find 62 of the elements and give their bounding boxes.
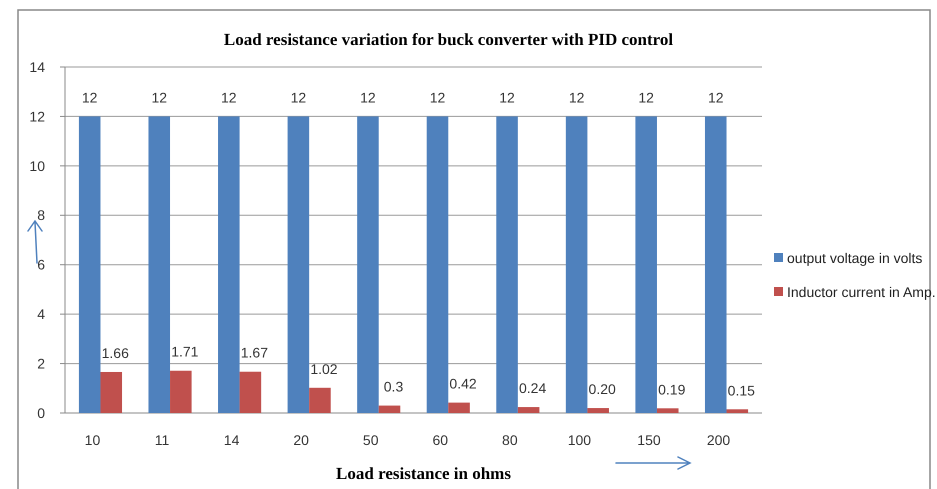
x-tick-label: 50 [362, 432, 379, 448]
bar [496, 116, 518, 413]
bar [726, 409, 748, 413]
bar [240, 372, 262, 413]
chart-title: Load resistance variation for buck converter with PID control [224, 30, 674, 49]
bar [448, 402, 470, 413]
data-label: 1.02 [310, 360, 338, 377]
data-label: 12 [151, 89, 168, 106]
x-tick-label: 11 [154, 432, 170, 448]
y-tick-label: 0 [37, 404, 46, 421]
bar [288, 116, 310, 413]
data-label: 0.15 [728, 382, 756, 398]
x-tick-label: 60 [432, 432, 448, 448]
data-label: 0.24 [519, 380, 546, 396]
bar [635, 116, 657, 413]
x-tick-label: 14 [224, 432, 240, 448]
bar [218, 116, 240, 413]
x-axis-title: Load resistance in ohms [336, 464, 512, 483]
y-tick-label: 4 [37, 306, 46, 322]
y-tick-label: 6 [37, 256, 46, 273]
y-tick-label: 12 [29, 108, 46, 124]
data-label: 12 [499, 89, 516, 106]
bar [656, 408, 679, 413]
x-tick-label: 150 [637, 432, 661, 448]
x-tick-label: 80 [502, 432, 518, 448]
bar [518, 407, 540, 413]
legend-label: Inductor current in Amp. [787, 284, 936, 300]
bar [378, 406, 400, 413]
data-label: 12 [221, 89, 237, 106]
data-label: 12 [360, 89, 376, 106]
data-label: 12 [708, 89, 724, 106]
data-label: 12 [430, 89, 446, 106]
bar [148, 116, 170, 413]
bar [566, 116, 588, 413]
y-tick-label: 8 [37, 207, 46, 224]
data-label: 12 [638, 89, 654, 106]
data-label: 1.67 [240, 344, 268, 361]
data-label: 1.66 [102, 344, 130, 361]
data-label: 12 [82, 89, 98, 106]
y-tick-label: 14 [29, 58, 46, 75]
legend-label: output voltage in volts [787, 250, 922, 266]
bar [426, 116, 448, 413]
y-tick-label: 2 [37, 355, 46, 372]
bar [170, 370, 192, 413]
bar [704, 116, 727, 413]
x-tick-label: 20 [293, 432, 310, 448]
y-tick-label: 10 [29, 158, 46, 174]
bar [357, 116, 379, 413]
data-label: 0.19 [658, 381, 686, 398]
data-label: 12 [568, 89, 585, 106]
data-label: 0.42 [449, 376, 477, 392]
x-tick-label: 100 [568, 432, 592, 448]
bar [309, 388, 331, 413]
data-label: 1.71 [171, 344, 199, 360]
bar [587, 408, 609, 413]
x-tick-label: 10 [84, 432, 100, 448]
data-label: 0.20 [588, 381, 616, 398]
data-label: 12 [290, 89, 306, 106]
bar [78, 116, 100, 413]
data-label: 0.3 [384, 378, 404, 395]
bar [100, 372, 122, 413]
x-tick-label: 200 [706, 432, 730, 448]
